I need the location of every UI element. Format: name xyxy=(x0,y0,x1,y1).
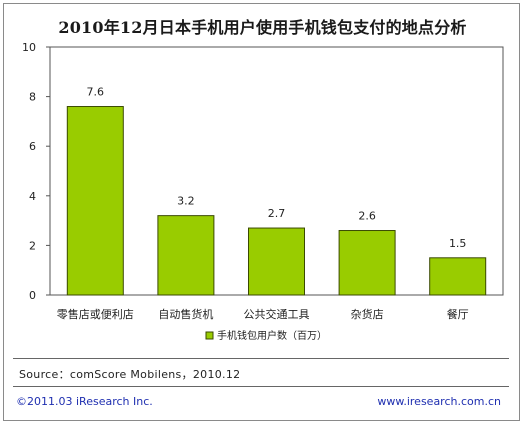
y-tick-label: 10 xyxy=(22,41,36,54)
y-tick-label: 8 xyxy=(29,91,36,104)
legend-swatch xyxy=(205,331,214,340)
source-divider xyxy=(13,358,509,359)
x-tick-label: 杂货店 xyxy=(351,307,384,321)
legend-label: 手机钱包用户数（百万） xyxy=(217,329,327,342)
data-label: 2.7 xyxy=(268,207,286,220)
bar xyxy=(248,227,305,296)
copyright-text: ©2011.03 iResearch Inc. xyxy=(16,395,153,408)
x-tick-label: 餐厅 xyxy=(447,307,469,321)
plot-area: 0 2 4 6 8 10 7.6 零售店或便利店 3.2 自动售货机 2.7 公共交通工具 2.6 杂货店… xyxy=(22,41,504,321)
source-note: Source：comScore Mobilens，2010.12 xyxy=(19,368,241,381)
x-tick-label: 公共交通工具 xyxy=(244,307,310,321)
legend: 手机钱包用户数（百万） xyxy=(205,329,327,342)
x-tick-label: 零售店或便利店 xyxy=(57,307,134,321)
y-tick-label: 4 xyxy=(29,190,36,203)
footer-divider xyxy=(13,386,509,387)
data-label: 7.6 xyxy=(87,86,105,99)
bar xyxy=(429,257,487,296)
bar xyxy=(66,106,124,296)
y-tick-label: 2 xyxy=(29,239,36,252)
y-tick-label: 6 xyxy=(29,140,36,153)
data-label: 1.5 xyxy=(449,237,467,250)
website-link[interactable]: www.iresearch.com.cn xyxy=(377,395,501,408)
bar-chart: 0 2 4 6 8 10 7.6 零售店或便利店 3.2 自动售货机 2.7 公共交通工具 2.6 杂货店… xyxy=(22,41,504,342)
chart-title: 2010年12月日本手机用户使用手机钱包支付的地点分析 xyxy=(58,18,467,37)
bar xyxy=(338,230,396,296)
y-tick-label: 0 xyxy=(29,289,36,302)
data-label: 3.2 xyxy=(177,195,195,208)
bar xyxy=(157,215,215,296)
x-tick-label: 自动售货机 xyxy=(158,307,213,321)
data-label: 2.6 xyxy=(358,210,376,223)
